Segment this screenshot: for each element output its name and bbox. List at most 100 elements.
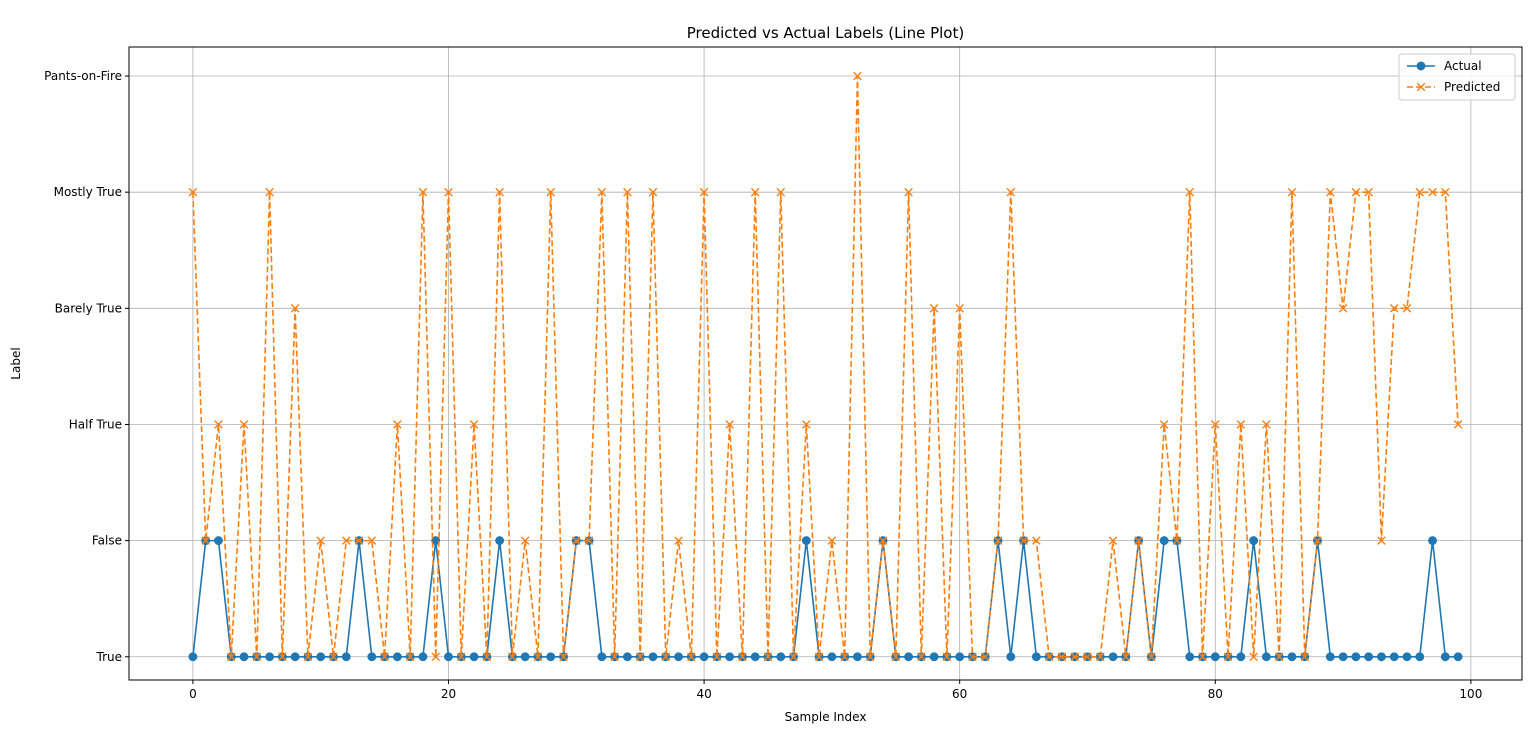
data-point-marker xyxy=(405,652,415,662)
data-point-marker xyxy=(1351,187,1361,197)
data-point-marker xyxy=(290,304,300,313)
data-point-marker xyxy=(1249,652,1258,662)
data-point-marker xyxy=(367,536,377,545)
data-point-marker xyxy=(1185,187,1195,197)
data-point-marker xyxy=(1261,652,1271,662)
data-point-marker xyxy=(1185,652,1195,662)
data-point-marker xyxy=(1032,536,1041,545)
data-point-marker xyxy=(917,652,926,662)
data-point-marker xyxy=(316,536,325,545)
data-point-marker xyxy=(546,187,556,197)
data-point-marker xyxy=(1428,187,1437,197)
data-point-marker xyxy=(1121,652,1131,662)
data-point-marker xyxy=(891,652,901,662)
data-point-marker xyxy=(738,652,747,662)
data-point-marker xyxy=(239,652,249,662)
data-point-marker xyxy=(661,652,671,662)
data-point-marker xyxy=(712,652,722,662)
data-point-marker xyxy=(214,536,223,546)
y-tick-label: Half True xyxy=(69,417,122,431)
data-point-marker xyxy=(776,652,786,662)
data-point-marker xyxy=(1006,187,1016,197)
data-point-marker xyxy=(1364,652,1374,662)
x-axis-label: Sample Index xyxy=(785,710,867,724)
data-point-marker xyxy=(1287,187,1297,197)
data-point-marker xyxy=(1402,652,1412,662)
data-point-marker xyxy=(840,652,849,662)
data-point-marker xyxy=(687,652,696,662)
data-point-marker xyxy=(418,187,428,197)
x-tick-label: 40 xyxy=(696,687,711,701)
data-point-marker xyxy=(278,652,287,662)
data-point-marker xyxy=(329,652,338,662)
data-point-marker xyxy=(341,536,351,545)
chart-title: Predicted vs Actual Labels (Line Plot) xyxy=(687,24,964,42)
data-point-marker xyxy=(750,652,760,662)
data-point-marker xyxy=(674,536,683,545)
data-point-marker xyxy=(648,652,658,662)
data-point-marker xyxy=(929,304,939,313)
legend-item: Predicted xyxy=(1407,80,1500,94)
data-point-marker xyxy=(814,652,824,662)
data-point-marker xyxy=(1351,652,1361,662)
data-point-marker xyxy=(623,187,632,197)
data-point-marker xyxy=(584,536,594,545)
data-point-marker xyxy=(1108,652,1118,662)
data-point-marker xyxy=(1147,652,1156,662)
data-point-marker xyxy=(431,652,441,662)
data-point-marker xyxy=(674,652,683,662)
data-point-marker xyxy=(1210,420,1220,429)
legend: Actual Predicted xyxy=(1398,53,1516,101)
data-point-marker xyxy=(571,536,581,545)
y-tick-label: False xyxy=(92,534,122,548)
data-point-marker xyxy=(431,536,441,546)
data-point-marker xyxy=(201,536,210,545)
data-point-marker xyxy=(546,652,556,662)
data-point-marker xyxy=(1287,652,1297,662)
data-point-marker xyxy=(980,652,990,662)
data-point-marker xyxy=(1044,652,1054,662)
data-point-marker xyxy=(1070,652,1080,662)
data-point-marker xyxy=(393,420,402,429)
data-point-marker xyxy=(942,652,952,662)
data-point-marker xyxy=(1389,652,1399,662)
data-point-marker xyxy=(1428,536,1437,546)
data-point-marker xyxy=(610,652,619,662)
data-point-marker xyxy=(520,536,530,545)
data-point-marker xyxy=(239,420,249,429)
y-tick-label: True xyxy=(96,650,123,664)
data-point-marker xyxy=(1313,536,1322,545)
data-point-marker xyxy=(380,652,389,662)
data-point-marker xyxy=(1453,420,1463,429)
data-point-marker xyxy=(968,652,977,662)
data-point-marker xyxy=(750,187,760,197)
data-point-marker xyxy=(802,420,811,429)
data-point-marker xyxy=(853,71,862,81)
data-point-marker xyxy=(852,652,862,662)
x-tick-label: 0 xyxy=(189,687,197,701)
data-point-marker xyxy=(1325,652,1335,662)
data-point-marker xyxy=(1210,652,1220,662)
data-point-marker xyxy=(1057,652,1067,662)
data-point-marker xyxy=(316,652,326,662)
data-point-marker xyxy=(1095,652,1105,662)
data-point-marker xyxy=(559,652,568,662)
x-axis-ticks: 0 20 40 60 80 100 xyxy=(189,680,1482,701)
data-point-marker xyxy=(188,187,198,197)
data-point-marker xyxy=(955,304,964,313)
series-line xyxy=(192,539,1459,658)
data-point-marker xyxy=(303,652,313,662)
data-point-marker xyxy=(444,652,453,662)
data-point-marker xyxy=(1262,420,1271,429)
data-point-marker xyxy=(955,652,965,662)
data-point-marker xyxy=(265,187,274,197)
data-point-marker xyxy=(1159,536,1169,546)
data-point-marker xyxy=(801,536,811,546)
legend-item: Actual xyxy=(1407,59,1482,73)
data-point-marker xyxy=(789,652,798,662)
data-point-marker xyxy=(1338,304,1348,313)
data-point-marker xyxy=(904,652,914,662)
data-point-marker xyxy=(1415,187,1425,197)
data-point-marker xyxy=(1389,304,1399,313)
